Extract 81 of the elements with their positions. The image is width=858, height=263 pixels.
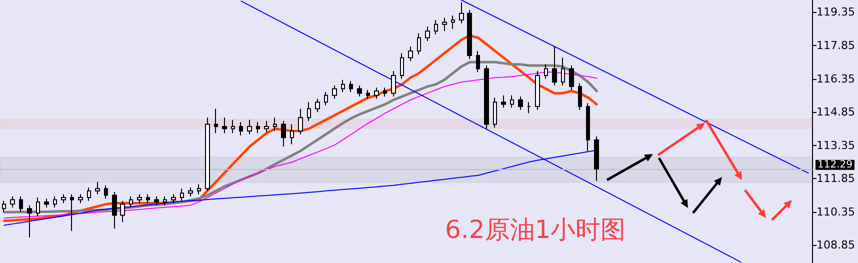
candlestick (10, 196, 15, 208)
candlestick (510, 94, 514, 108)
candlestick (586, 102, 590, 152)
candlestick (205, 117, 210, 192)
candlestick (417, 32, 421, 55)
candlestick (383, 87, 387, 98)
candlestick (256, 122, 260, 134)
candlestick (341, 79, 345, 93)
candlestick (425, 26, 430, 42)
text: 6.2原油1小时图 (445, 215, 626, 244)
candlestick (400, 52, 404, 80)
candlestick (61, 194, 66, 204)
candlestick (332, 84, 337, 100)
candlestick (95, 181, 100, 195)
y-tick-label: 117.85 (816, 39, 856, 52)
candlestick (391, 70, 396, 98)
candlestick (273, 117, 277, 132)
ref-line-label: 112.29 (818, 159, 853, 170)
candlestick (527, 102, 531, 114)
candlestick (214, 108, 218, 134)
candlestick (501, 94, 506, 108)
candlestick (357, 84, 362, 98)
candlestick (27, 204, 32, 238)
candlestick (180, 188, 184, 202)
candlestick (171, 194, 176, 204)
candlestick (239, 122, 243, 136)
candlestick (188, 187, 193, 197)
candlestick (594, 136, 599, 182)
candlestick (366, 89, 370, 100)
candlestick (561, 57, 565, 86)
candlestick (578, 82, 582, 110)
candlestick (247, 119, 252, 135)
candlestick (44, 198, 49, 208)
candlestick (476, 50, 480, 73)
candlestick (2, 200, 6, 212)
candlestick (163, 196, 167, 206)
candlestick (349, 80, 353, 93)
candlestick (459, 2, 464, 24)
candlestick (569, 64, 574, 90)
candlestick (451, 15, 455, 30)
candlestick (408, 46, 413, 62)
candlestick (264, 120, 269, 133)
candlestick (78, 194, 83, 204)
y-tick-label: 108.85 (816, 238, 856, 252)
candlestick (434, 19, 438, 35)
candlestick (129, 196, 133, 208)
candlestick (70, 194, 74, 232)
candlestick (552, 46, 557, 86)
y-tick-label: 111.85 (816, 172, 856, 186)
y-tick-label: 116.35 (816, 72, 856, 86)
candlestick (146, 194, 150, 204)
candlestick (493, 97, 497, 128)
candlestick (298, 108, 303, 135)
candlestick (442, 17, 447, 32)
candlestick (154, 196, 159, 206)
candlestick (112, 191, 117, 230)
candlestick (290, 124, 294, 145)
candlestick (19, 196, 23, 212)
candlestick (484, 64, 489, 130)
y-tick-label: 114.85 (816, 106, 856, 119)
y-tick-label: 113.35 (816, 138, 856, 152)
candlestick (137, 194, 142, 204)
candlestick (374, 87, 379, 100)
candlestick (104, 184, 108, 200)
candlestick (281, 120, 286, 147)
candlestick (197, 184, 201, 195)
candlestick (544, 64, 548, 80)
candlestick (315, 98, 320, 113)
candlestick (231, 119, 235, 134)
candlestick (467, 9, 472, 60)
y-tick-label: 119.35 (816, 6, 856, 19)
candlestick (518, 96, 523, 110)
candlestick (324, 92, 328, 106)
y-tick-label: 110.35 (816, 205, 856, 218)
candlestick (120, 200, 125, 222)
candlestick (53, 196, 57, 208)
candlestick (535, 70, 540, 110)
candlestick (307, 102, 311, 122)
candlestick (36, 197, 40, 217)
candlestick (222, 117, 227, 134)
candlestick (87, 187, 91, 202)
